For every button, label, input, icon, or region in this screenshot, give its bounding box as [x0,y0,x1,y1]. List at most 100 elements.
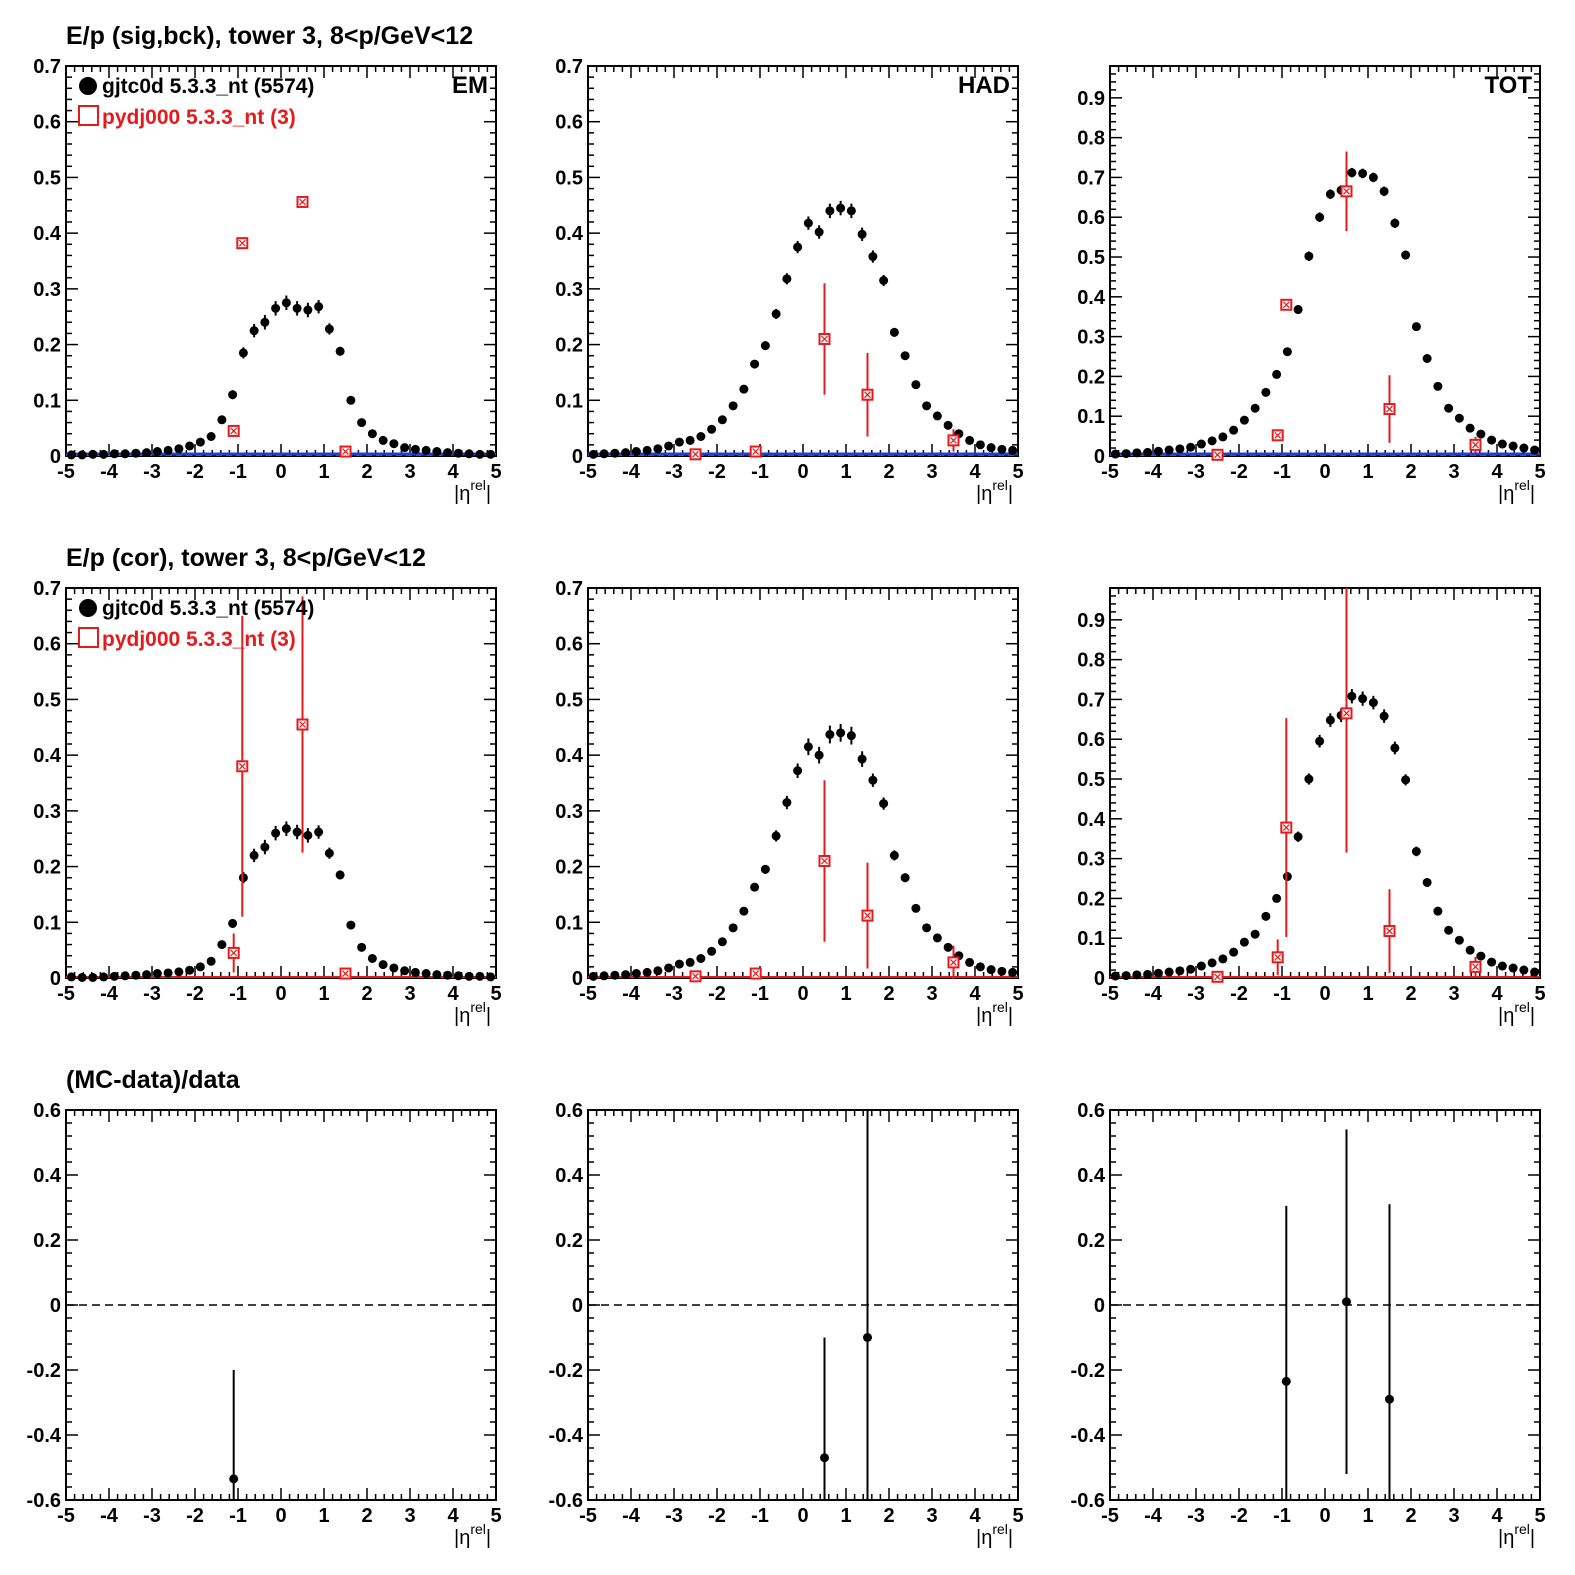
y-tick-label: 0.1 [555,390,583,412]
data-point [1465,423,1475,433]
data-point [335,346,345,356]
plot-frame [587,587,1019,979]
data-point [271,303,281,313]
mc-point-mark [1386,927,1393,935]
data-point [696,954,706,963]
data-point [728,923,738,933]
data-point [997,444,1007,454]
x-tick-label: 3 [404,983,415,1005]
data-point [664,441,674,451]
data-point [846,731,856,741]
data-point [367,429,377,439]
data-point [1261,911,1271,921]
mc-point-mark [1274,953,1282,961]
x-tick-label: -3 [665,1505,683,1527]
y-tick-label: 0.6 [555,634,583,656]
data-point [357,942,367,952]
data-point [1143,969,1153,979]
y-tick-label: 0.3 [1077,327,1105,349]
legend-mc-label: pydj000 5.3.3_nt (3) [102,628,296,651]
data-point [421,969,431,979]
data-point [357,418,367,428]
data-point [1153,968,1163,978]
data-point [1508,963,1518,973]
panel-had-cor: -5 -4 -3 -2 -1 0 1 2 3 4 5|ηrel| 0 0.1 0.2 0.3 0.4 0.5 0.… [555,578,1023,1027]
ratio-point [820,1453,829,1463]
data-point [443,970,453,980]
x-axis-label-sup: rel [1514,1521,1530,1537]
data-point [846,206,856,216]
data-point [1497,961,1507,971]
data-point [109,449,119,459]
corner-label: HAD [958,72,1010,99]
row-title-cor: E/p (cor), tower 3, 8<p/GeV<12 [66,544,426,572]
data-point [1433,381,1443,391]
data-point [185,441,195,451]
data-point [389,439,399,449]
x-tick-label: -2 [708,983,726,1005]
data-point [814,227,824,237]
mc-point-mark [230,949,238,957]
data-point [367,954,377,963]
data-point [1315,736,1325,746]
x-tick-label: -3 [143,461,161,483]
x-axis-label-end: | [486,1005,491,1027]
y-tick-label: 0.3 [555,801,583,823]
data-point [335,870,345,880]
data-point [685,435,695,445]
y-tick-label: 0.6 [1077,729,1105,751]
data-point [965,957,975,967]
data-point [1008,967,1018,977]
x-tick-label: 3 [926,461,937,483]
ratio-point [229,1474,239,1484]
data-point [260,317,270,327]
y-tick-label: 0.2 [555,857,583,879]
mc-point-mark [864,391,871,399]
data-point [857,229,867,239]
data-point [1358,168,1368,178]
data-point [1454,413,1464,423]
data-point [1497,439,1507,449]
x-tick-label: 2 [883,1505,894,1527]
x-tick-label: 1 [840,461,851,483]
x-tick-label: 4 [969,1505,981,1527]
x-tick-label: 0 [797,1505,808,1527]
data-point [432,447,442,457]
data-point [1132,448,1142,458]
x-tick-label: -2 [186,461,204,483]
data-point [88,449,98,459]
y-tick-label: 0.5 [1077,769,1105,791]
x-tick-label: 1 [318,1505,329,1527]
y-tick-label: 0 [572,968,583,990]
x-tick-label: 0 [1319,983,1330,1005]
x-axis-label: |ηrel| [976,1521,1013,1549]
x-axis-label: |ηrel| [454,1521,491,1549]
x-tick-label: 1 [318,983,329,1005]
data-point [109,971,119,981]
y-tick-label: 0 [572,1295,583,1317]
data-point [750,359,760,369]
data-point [889,327,899,337]
mc-point-mark [692,972,699,980]
x-tick-label: 2 [1405,461,1416,483]
x-tick-label: 5 [1534,983,1545,1005]
y-tick-label: -0.2 [1071,1360,1105,1382]
data-point [1358,694,1368,704]
y-tick-label: 0.9 [1077,610,1105,632]
y-tick-label: 0.6 [555,112,583,134]
mc-point-mark [342,970,349,977]
y-tick-label: 0.3 [33,801,61,823]
data-point [163,968,173,978]
data-point [142,970,152,980]
data-point [1379,711,1389,721]
x-tick-label: 4 [969,461,981,483]
x-tick-label: 2 [883,461,894,483]
y-tick-label: 0.2 [555,1230,583,1252]
x-tick-label: -1 [229,1505,247,1527]
x-tick-label: 4 [1491,983,1503,1005]
mc-point-mark [238,762,246,770]
y-tick-label: 0.6 [1077,207,1105,229]
data-point [464,449,474,459]
data-point [1218,954,1228,964]
x-tick-label: -2 [186,983,204,1005]
